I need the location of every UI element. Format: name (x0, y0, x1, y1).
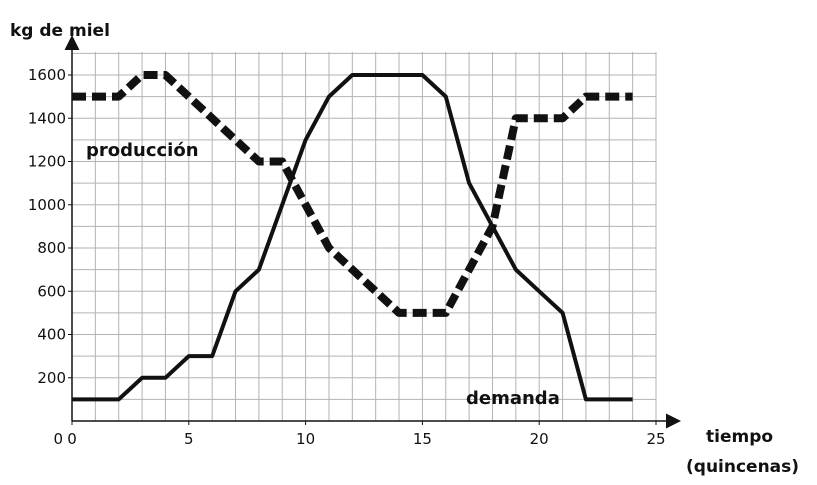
y-tick-label: 800 (37, 239, 66, 257)
grid (72, 52, 657, 421)
x-tick-label: 10 (296, 430, 315, 448)
x-axis-label-unit: (quincenas) (686, 457, 799, 477)
chart-title: kg de miel (10, 21, 110, 41)
y-tick-label: 200 (37, 369, 66, 387)
x-tick-label: 5 (184, 430, 194, 448)
labels: 200 400 600 800 1000 1200 1400 1600 0 5 10 15 20 25 0 p… (10, 21, 799, 477)
y-tick-label: 1400 (28, 109, 66, 127)
y-tick-label: 1200 (28, 153, 66, 171)
y-tick-label: 600 (37, 282, 66, 300)
x-tick-label: 25 (646, 430, 665, 448)
y-tick-label: 1600 (28, 66, 66, 84)
x-tick-label: 0 (67, 430, 77, 448)
series-line-produccion (72, 71, 633, 317)
series-label-demanda: demanda (466, 388, 560, 409)
series-line-demanda (72, 73, 633, 402)
y-tick-label: 400 (37, 326, 66, 344)
x-tick-label: 20 (530, 430, 549, 448)
series-label-produccion: producción (86, 140, 199, 161)
x-axis-label: tiempo (706, 427, 773, 447)
axes (64, 35, 681, 429)
origin-label: 0 (53, 430, 63, 448)
series (72, 71, 633, 402)
y-tick-label: 1000 (28, 196, 66, 214)
x-tick-label: 15 (413, 430, 432, 448)
